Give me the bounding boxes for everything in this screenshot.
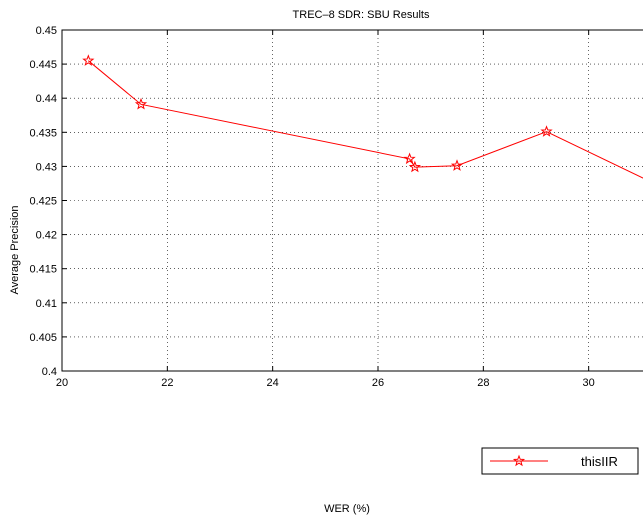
legend-label: thisIIR	[581, 454, 618, 469]
data-point-star	[450, 159, 464, 171]
x-axis-label: WER (%)	[324, 503, 370, 515]
y-tick-label: 0.425	[29, 196, 57, 208]
x-tick-label: 24	[267, 377, 279, 389]
y-tick-label: 0.42	[36, 230, 57, 242]
data-point-star	[540, 125, 553, 137]
y-tick-label: 0.445	[29, 59, 57, 71]
x-tick-label: 30	[583, 377, 595, 389]
y-axis-label: Average Precision	[9, 205, 21, 294]
y-tick-label: 0.45	[36, 25, 57, 37]
series-layer	[82, 54, 643, 179]
x-tick-label: 22	[161, 377, 173, 389]
legend-marker-star	[512, 454, 526, 467]
y-tick-label: 0.4	[42, 366, 57, 378]
x-tick-label: 26	[372, 377, 384, 389]
y-tick-label: 0.41	[36, 298, 57, 310]
legend: thisIIR	[481, 447, 639, 475]
data-point-star	[82, 54, 95, 66]
x-tick-label: 20	[56, 377, 68, 389]
y-tick-label: 0.405	[29, 332, 57, 344]
chart-title: TREC–8 SDR: SBU Results	[293, 9, 430, 21]
x-tick-label: 28	[477, 377, 489, 389]
plot-area	[61, 29, 643, 372]
data-point-star	[134, 97, 148, 110]
data-point-star	[403, 152, 416, 165]
grid	[62, 30, 643, 371]
y-tick-label: 0.43	[36, 161, 57, 173]
data-point-star	[408, 160, 421, 173]
series-line	[88, 60, 643, 179]
axes-ticks: 202224262830320.40.4050.410.4150.420.425…	[29, 25, 595, 389]
y-tick-label: 0.415	[29, 264, 57, 276]
y-tick-label: 0.435	[29, 127, 57, 139]
y-tick-label: 0.44	[36, 93, 57, 105]
